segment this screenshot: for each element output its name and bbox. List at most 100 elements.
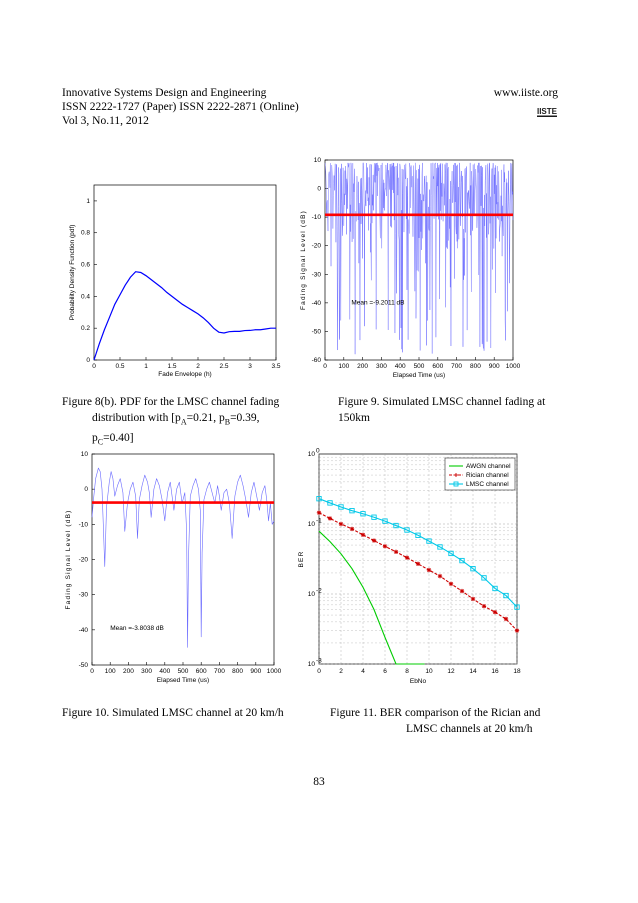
lmsc-channel-marker — [382, 518, 388, 524]
rician-channel-marker — [382, 544, 388, 549]
rician-channel-marker — [503, 616, 509, 622]
y-tick-label: 0.4 — [81, 293, 90, 300]
journal-header: Innovative Systems Design and Engineerin… — [62, 86, 299, 128]
rician-channel-marker — [448, 581, 454, 586]
lmsc-channel-marker — [415, 532, 421, 538]
lmsc-channel-marker — [327, 500, 333, 506]
y-tick-label: 0.2 — [81, 325, 90, 332]
x-axis-label: Elapsed Time (us) — [393, 372, 445, 379]
x-tick-label: 18 — [513, 668, 521, 675]
y-tick-label: 10 — [314, 157, 322, 164]
x-tick-label: 500 — [414, 363, 425, 370]
x-axis-label: Fade Envelope (h) — [158, 371, 211, 378]
x-tick-label: 8 — [405, 668, 409, 675]
x-tick-label: 900 — [250, 668, 261, 675]
x-tick-label: 2 — [196, 363, 200, 370]
x-tick-label: 900 — [489, 363, 500, 370]
figure-8b-caption-line2: distribution with [pA=0.21, pB=0.39, pC=… — [92, 412, 260, 447]
journal-volume: Vol 3, No.11, 2012 — [62, 115, 149, 127]
y-tick-label: -60 — [312, 357, 322, 364]
rician-channel-marker — [437, 573, 443, 579]
legend: AWGN channel Rician channel LMSC channel — [444, 457, 516, 491]
lmsc-channel-marker — [492, 585, 498, 592]
fading-signal — [324, 162, 514, 355]
mean-annotation: Mean =-3.8038 dB — [110, 625, 164, 632]
x-tick-label: 500 — [178, 668, 189, 675]
x-tick-label: 300 — [376, 363, 387, 370]
y-tick-label: 0 — [86, 357, 90, 364]
y-tick-label: 0.8 — [81, 230, 90, 237]
website-link[interactable]: www.iiste.org — [493, 87, 558, 99]
x-tick-label: 12 — [447, 668, 455, 675]
y-tick-label: 10 — [308, 521, 316, 528]
y-tick-label: -50 — [79, 662, 89, 669]
x-tick-label: 600 — [432, 363, 443, 370]
rician-channel-marker — [481, 603, 487, 609]
x-tick-label: 800 — [232, 668, 243, 675]
rician-channel-marker — [459, 588, 465, 594]
x-tick-label: 2.5 — [219, 363, 228, 370]
y-axis-label: Fading Signal Level (dB) — [65, 510, 72, 610]
rician-channel-marker — [371, 538, 377, 543]
rician-channel-marker — [426, 567, 432, 573]
x-tick-label: 1000 — [267, 668, 282, 675]
figure-11-caption-line2: LMSC channels at 20 km/h — [406, 723, 533, 735]
y-tick-exponent: -3 — [316, 658, 322, 665]
x-tick-label: 300 — [141, 668, 152, 675]
rician-channel-marker — [349, 526, 355, 532]
lmsc-channel-marker — [349, 508, 355, 514]
x-tick-label: 2 — [339, 668, 343, 675]
figure-9-svg: 0 100 200 300 400 500 600 700 800 900 1000100-10-2… — [300, 157, 521, 379]
pdf-curve — [93, 271, 276, 361]
y-tick-label: -10 — [79, 521, 89, 528]
lmsc-channel-marker — [371, 514, 377, 520]
x-tick-label: 3.5 — [271, 363, 280, 370]
x-tick-label: 700 — [451, 363, 462, 370]
x-tick-label: 0 — [92, 363, 96, 370]
lmsc-channel-marker — [437, 544, 443, 550]
x-tick-label: 0 — [317, 668, 321, 675]
fading-signal — [91, 467, 275, 648]
x-tick-label: 6 — [383, 668, 387, 675]
legend-marker-lmsc-channel — [453, 481, 459, 487]
y-tick-exponent: -2 — [316, 588, 322, 595]
x-tick-label: 700 — [214, 668, 225, 675]
x-tick-label: 0 — [90, 668, 94, 675]
rician-channel-marker — [415, 561, 421, 567]
legend-label-rician-channel: Rician channel — [466, 472, 509, 479]
rician-channel-marker — [360, 532, 366, 538]
lmsc-channel-marker — [316, 496, 322, 502]
x-tick-label: 400 — [159, 668, 170, 675]
x-axis-label: Elapsed Time (us) — [157, 677, 209, 684]
lmsc-channel-line — [318, 498, 518, 608]
lmsc-channel-marker — [503, 592, 509, 599]
y-axis-label: Probability Density Function (pdf) — [69, 225, 76, 321]
y-tick-label: -20 — [79, 557, 89, 564]
y-tick-label: 10 — [308, 451, 316, 458]
y-tick-exponent: 0 — [316, 448, 320, 455]
lmsc-channel-marker — [514, 604, 520, 610]
logo-text: IISTE — [537, 107, 558, 116]
legend-label-lmsc-channel: LMSC channel — [466, 481, 509, 488]
figure-8b-caption: Figure 8(b). PDF for the LMSC channel fa… — [62, 394, 298, 451]
lmsc-channel-marker — [338, 504, 344, 510]
y-axis-label: BER — [298, 551, 305, 568]
plot-frame — [91, 453, 275, 666]
x-tick-label: 1000 — [506, 363, 521, 370]
y-tick-label: -40 — [312, 300, 322, 307]
x-axis-label: EbNo — [410, 678, 427, 685]
y-tick-label: -50 — [312, 328, 322, 335]
plot-frame — [324, 159, 514, 361]
rician-channel-marker — [404, 555, 410, 560]
lmsc-channel-marker — [426, 538, 432, 544]
figure-10-chart: 0 100 200 300 400 500 600 700 800 900 1000 10 0 -10 -2… — [62, 440, 292, 690]
y-axis-label: Fading Signal Level (dB) — [300, 210, 307, 310]
x-tick-label: 3 — [248, 363, 252, 370]
x-tick-label: 100 — [338, 363, 349, 370]
x-tick-label: 0.5 — [115, 363, 124, 370]
legend-box — [444, 457, 516, 491]
lmsc-channel-marker — [404, 527, 410, 533]
figure-10-svg: 0 100 200 300 400 500 600 700 800 900 1000100-10-2… — [65, 451, 282, 684]
awgn-channel-line — [318, 530, 425, 665]
